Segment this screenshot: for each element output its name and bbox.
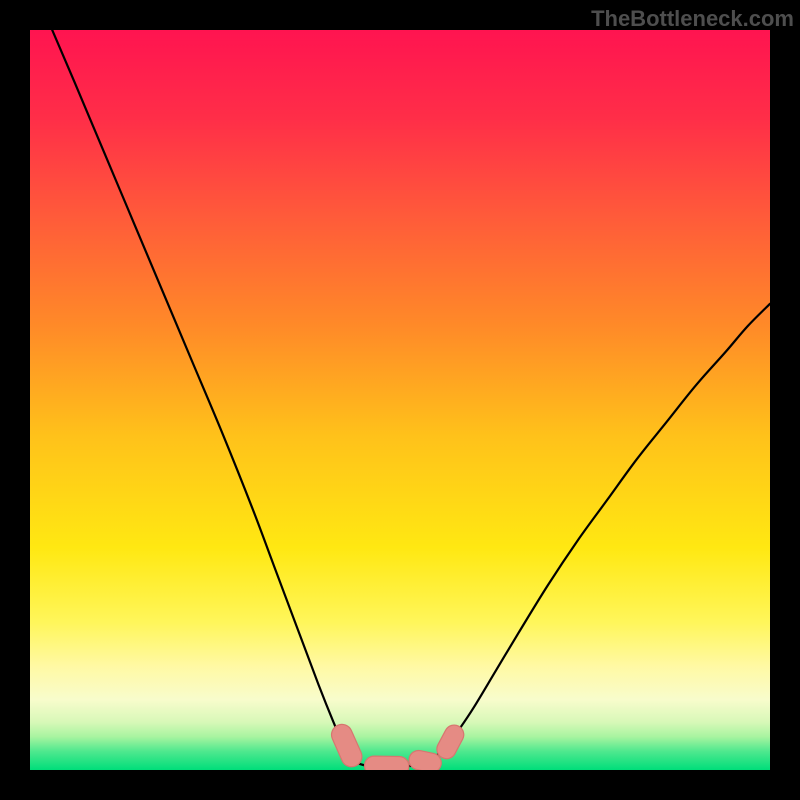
- watermark-text: TheBottleneck.com: [591, 6, 794, 32]
- plot-area: [30, 30, 770, 770]
- gradient-background: [30, 30, 770, 770]
- stage: TheBottleneck.com: [0, 0, 800, 800]
